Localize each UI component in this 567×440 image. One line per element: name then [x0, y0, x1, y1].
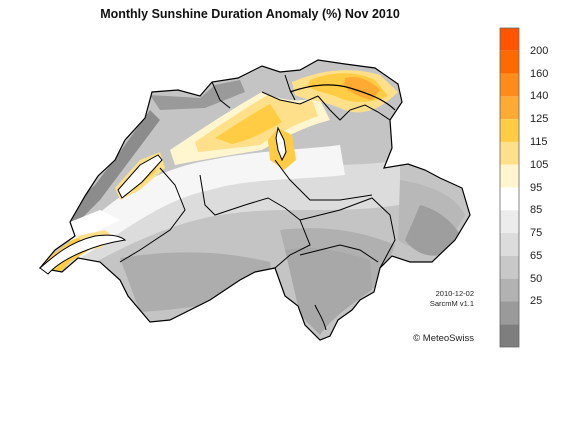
map-title: Monthly Sunshine Duration Anomaly (%) No… [100, 7, 400, 21]
legend-label: 75 [530, 227, 543, 240]
legend-swatch [500, 301, 519, 325]
legend-label: 200 [530, 44, 549, 57]
legend-swatch [500, 233, 519, 256]
legend-label: 25 [530, 295, 543, 308]
legend-swatch [500, 96, 519, 120]
legend-label: 85 [530, 204, 543, 217]
copyright-notice: © MeteoSwiss [413, 333, 474, 344]
legend-swatch [500, 28, 519, 51]
model-version: SarcmM v1.1 [429, 299, 474, 308]
canton-borders [38, 59, 471, 341]
legend-label: 105 [530, 158, 549, 171]
legend-swatch [500, 278, 519, 302]
legend-swatch [500, 324, 519, 347]
legend-label: 95 [530, 181, 543, 194]
legend-label: 140 [530, 90, 549, 103]
legend-swatch [500, 141, 519, 165]
legend-swatch [500, 50, 519, 74]
legend-swatch [500, 73, 519, 97]
lakes [39, 84, 396, 331]
legend-swatch [500, 210, 519, 234]
legend-label: 125 [530, 113, 549, 126]
legend-label: 115 [530, 135, 548, 148]
legend-swatch [500, 255, 519, 279]
map-date: 2010-12-02 [435, 289, 474, 298]
legend-label: 50 [530, 272, 543, 285]
legend-swatch [500, 164, 519, 188]
legend-swatch [500, 187, 519, 211]
legend-frame [499, 27, 520, 348]
legend-label: 65 [530, 249, 543, 262]
legend-label: 160 [530, 67, 549, 80]
legend-swatch [500, 119, 519, 142]
legend-color-bar [499, 27, 520, 348]
